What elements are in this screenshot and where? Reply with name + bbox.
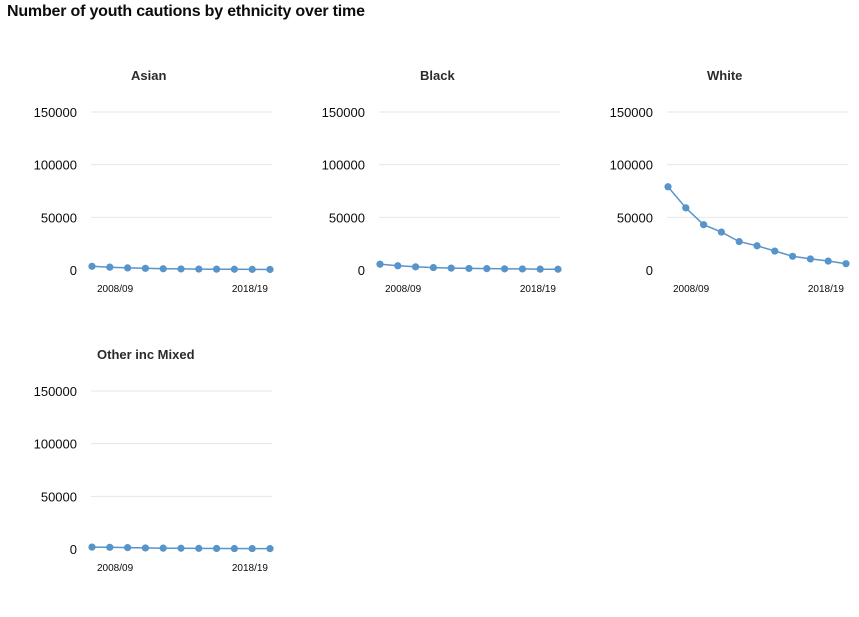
chart-svg: 0 50000 100000 150000 2008/09 2018/19 [34,105,274,295]
y-tick-label: 150000 [34,384,77,399]
small-multiple-white: White 0 50000 100000 150000 2008/09 2018/19 [576,68,856,338]
data-point [806,255,814,263]
data-point [124,264,132,272]
data-point [735,237,743,246]
y-tick-label: 150000 [322,105,365,120]
data-point [266,265,274,274]
data-point [177,544,185,552]
small-multiple-asian: Asian 0 50000 100000 150000 2008/09 2018/19 [0,68,280,338]
data-point [248,265,256,273]
data-point [88,543,96,551]
y-tick-label: 0 [70,263,77,278]
data-point [536,265,544,273]
data-point [429,263,437,272]
panel-title: Black [420,68,455,83]
y-tick-label: 150000 [610,105,653,120]
chart-svg: 0 50000 100000 150000 2008/09 2018/19 [322,105,562,295]
data-point [824,257,832,265]
data-point [159,265,167,273]
data-point [753,242,761,250]
data-point [717,228,725,236]
y-tick-label: 50000 [41,489,77,504]
data-point [106,543,114,551]
data-point [394,262,402,270]
x-tick-label: 2008/09 [97,284,134,295]
panel-title: White [707,68,743,83]
series-line [667,186,847,265]
data-point [483,265,491,273]
data-point [159,544,167,552]
panel-title: Other inc Mixed [97,347,195,362]
x-tick-label: 2018/19 [232,563,269,574]
data-point [213,265,221,273]
chart-svg: 0 50000 100000 150000 2008/09 2018/19 [34,384,274,574]
data-point [124,544,132,552]
data-point [376,260,384,268]
data-point [88,262,96,270]
y-tick-label: 100000 [34,437,77,452]
data-point [106,263,114,271]
y-tick-label: 50000 [617,210,653,225]
data-point [465,264,473,273]
y-tick-label: 50000 [329,210,365,225]
data-point [501,265,509,273]
data-point [700,221,708,229]
y-tick-label: 100000 [610,158,653,173]
data-point [266,545,274,553]
y-tick-label: 100000 [34,158,77,173]
y-tick-label: 50000 [41,210,77,225]
data-point [213,544,221,553]
page-title: Number of youth cautions by ethnicity ov… [7,3,365,20]
small-multiple-black: Black 0 50000 100000 150000 2008/09 2018/19 [288,68,568,338]
x-tick-label: 2018/19 [520,284,557,295]
small-multiple-other-inc-mixed: Other inc Mixed 0 50000 100000 150000 2008/0… [0,347,280,617]
data-point [842,260,850,268]
data-point [248,544,256,553]
panel-title: Asian [131,68,167,83]
x-tick-label: 2018/19 [808,284,845,295]
y-tick-label: 0 [646,263,653,278]
data-point [177,265,185,273]
data-point [682,204,690,212]
data-point [230,265,238,273]
chart-svg: 0 50000 100000 150000 2008/09 2018/19 [610,105,850,295]
x-tick-label: 2018/19 [232,284,269,295]
data-point [141,264,149,272]
data-point [230,544,238,553]
data-point [789,252,797,260]
x-tick-label: 2008/09 [97,563,134,574]
data-point [195,265,203,273]
data-point [447,264,455,272]
data-point [554,265,562,273]
y-tick-label: 100000 [322,158,365,173]
data-point [664,183,672,191]
data-point [195,544,203,552]
y-tick-label: 0 [70,542,77,557]
y-tick-label: 0 [358,263,365,278]
data-point [141,544,149,552]
data-point [518,265,526,273]
data-point [771,247,779,255]
x-tick-label: 2008/09 [385,284,422,295]
data-point [412,263,420,271]
y-tick-label: 150000 [34,105,77,120]
x-tick-label: 2008/09 [673,284,710,295]
